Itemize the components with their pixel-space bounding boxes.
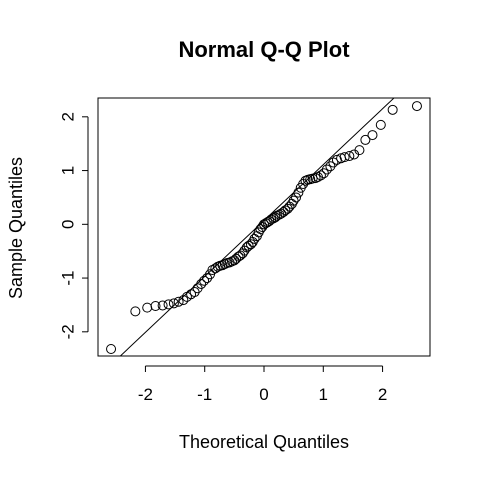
data-point — [150, 301, 161, 312]
data-point — [142, 302, 153, 313]
data-point — [210, 263, 221, 274]
y-tick-label: 0 — [59, 220, 78, 229]
data-point — [130, 306, 141, 317]
data-point — [312, 172, 323, 183]
data-point — [219, 259, 230, 270]
data-point — [291, 192, 302, 203]
data-point — [168, 298, 179, 309]
data-point — [207, 265, 218, 275]
data-point — [354, 145, 365, 156]
x-axis-label: Theoretical Quantiles — [179, 432, 349, 452]
data-point — [318, 168, 329, 179]
data-point — [310, 173, 321, 184]
x-tick-label: -1 — [197, 385, 212, 404]
data-point — [328, 157, 339, 168]
data-point — [163, 299, 174, 310]
reference-line — [119, 98, 395, 356]
data-point — [387, 104, 398, 115]
y-tick-label: -1 — [59, 271, 78, 286]
data-point — [331, 154, 342, 165]
chart-title: Normal Q-Q Plot — [178, 37, 350, 62]
data-point — [411, 101, 422, 112]
data-point — [268, 213, 279, 224]
x-tick-label: 0 — [259, 385, 268, 404]
data-point — [315, 170, 326, 181]
y-axis-label: Sample Quantiles — [6, 157, 26, 299]
data-point — [367, 130, 378, 141]
plot-area: -2 -1 0 1 2 -2 -1 0 1 2 — [59, 97, 431, 404]
y-tick-label: 1 — [59, 166, 78, 175]
data-point — [202, 273, 213, 284]
data-point — [173, 296, 184, 307]
data-point — [375, 119, 386, 130]
data-point — [245, 239, 256, 250]
data-point — [199, 275, 210, 286]
data-point — [339, 152, 350, 163]
data-point — [217, 260, 228, 271]
data-point — [212, 261, 223, 272]
x-tick-label: 1 — [319, 385, 328, 404]
x-tick-label: 2 — [378, 385, 387, 404]
data-point — [262, 217, 273, 228]
plot-frame — [97, 97, 431, 357]
data-point — [288, 195, 299, 206]
x-tick-label: -2 — [138, 385, 153, 404]
data-point — [325, 161, 336, 172]
data-point — [360, 134, 371, 145]
y-tick-label: -2 — [59, 324, 78, 339]
data-point — [196, 278, 207, 289]
data-point — [157, 300, 168, 311]
data-point — [293, 187, 304, 198]
y-tick-label: 2 — [59, 112, 78, 121]
data-point — [253, 227, 264, 238]
data-point — [106, 344, 117, 355]
data-point — [189, 287, 200, 298]
data-point — [321, 164, 332, 175]
data-point — [178, 295, 189, 306]
data-point — [344, 151, 355, 162]
data-point — [300, 175, 311, 186]
